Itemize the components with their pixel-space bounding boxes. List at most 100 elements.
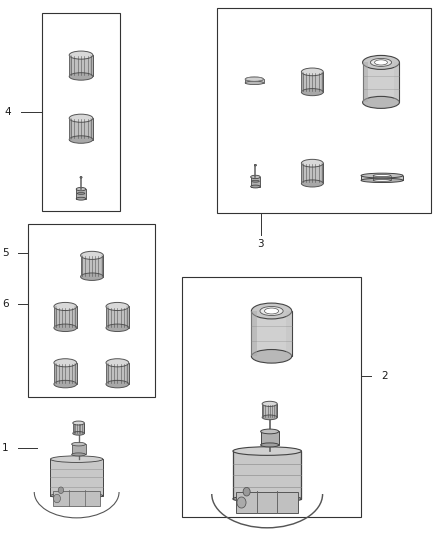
- Ellipse shape: [69, 136, 93, 143]
- Ellipse shape: [69, 72, 93, 80]
- Bar: [106, 306, 109, 328]
- Bar: [233, 451, 301, 499]
- Bar: [301, 72, 323, 92]
- Bar: [321, 72, 323, 92]
- Bar: [74, 363, 77, 384]
- Bar: [276, 404, 277, 417]
- Text: 5: 5: [2, 248, 9, 258]
- Text: 6: 6: [2, 299, 9, 309]
- Ellipse shape: [262, 401, 277, 407]
- Bar: [53, 491, 100, 506]
- Bar: [286, 311, 292, 356]
- Ellipse shape: [233, 447, 301, 455]
- Bar: [106, 363, 109, 384]
- Bar: [262, 404, 264, 417]
- Ellipse shape: [76, 188, 86, 191]
- Ellipse shape: [54, 324, 77, 332]
- Bar: [81, 255, 103, 277]
- Ellipse shape: [106, 381, 129, 388]
- Bar: [28, 224, 155, 397]
- Ellipse shape: [261, 443, 279, 447]
- Bar: [321, 163, 323, 183]
- Ellipse shape: [265, 308, 279, 314]
- Bar: [217, 8, 431, 213]
- Ellipse shape: [251, 303, 292, 319]
- Ellipse shape: [363, 55, 399, 69]
- Ellipse shape: [72, 453, 85, 456]
- Ellipse shape: [251, 185, 260, 188]
- Circle shape: [237, 497, 246, 508]
- Ellipse shape: [361, 173, 403, 178]
- Bar: [50, 459, 103, 496]
- Ellipse shape: [54, 302, 77, 311]
- Bar: [394, 62, 399, 102]
- Ellipse shape: [233, 495, 301, 503]
- Bar: [42, 13, 120, 211]
- Bar: [237, 492, 298, 513]
- Ellipse shape: [76, 197, 86, 200]
- Text: 2: 2: [381, 371, 388, 381]
- Ellipse shape: [262, 415, 277, 419]
- Bar: [90, 55, 93, 76]
- Ellipse shape: [245, 81, 264, 85]
- Bar: [69, 55, 72, 76]
- Bar: [262, 404, 277, 417]
- Bar: [73, 423, 74, 433]
- Ellipse shape: [373, 174, 391, 176]
- Ellipse shape: [50, 456, 103, 463]
- Ellipse shape: [373, 180, 391, 181]
- Bar: [73, 423, 85, 433]
- Bar: [106, 306, 129, 328]
- Ellipse shape: [254, 164, 257, 166]
- Ellipse shape: [261, 429, 279, 434]
- Ellipse shape: [69, 51, 93, 59]
- Bar: [301, 163, 304, 183]
- Bar: [106, 363, 129, 384]
- Bar: [206, 457, 328, 494]
- Bar: [251, 177, 260, 187]
- Bar: [363, 62, 399, 102]
- Ellipse shape: [54, 359, 77, 367]
- Bar: [182, 277, 361, 517]
- Bar: [363, 62, 368, 102]
- Bar: [90, 118, 93, 140]
- Ellipse shape: [73, 421, 85, 425]
- Circle shape: [58, 487, 64, 494]
- Ellipse shape: [361, 178, 403, 182]
- Text: 1: 1: [2, 443, 9, 453]
- Circle shape: [243, 487, 250, 496]
- Bar: [69, 118, 72, 140]
- Bar: [100, 255, 103, 277]
- Bar: [30, 464, 123, 492]
- Bar: [251, 311, 258, 356]
- Bar: [74, 306, 77, 328]
- Ellipse shape: [251, 175, 260, 179]
- Ellipse shape: [80, 176, 82, 178]
- Ellipse shape: [301, 68, 323, 76]
- Ellipse shape: [301, 159, 323, 167]
- Bar: [69, 55, 93, 76]
- Bar: [126, 363, 129, 384]
- Ellipse shape: [251, 180, 259, 182]
- Ellipse shape: [371, 59, 392, 67]
- Bar: [301, 163, 323, 183]
- Ellipse shape: [260, 306, 283, 316]
- Bar: [81, 255, 83, 277]
- Bar: [251, 311, 292, 356]
- Ellipse shape: [363, 96, 399, 108]
- Ellipse shape: [69, 114, 93, 122]
- Ellipse shape: [72, 442, 85, 446]
- Ellipse shape: [73, 432, 85, 435]
- Text: 4: 4: [4, 107, 11, 117]
- Bar: [361, 175, 403, 180]
- Ellipse shape: [77, 192, 85, 195]
- Ellipse shape: [106, 324, 129, 332]
- Bar: [72, 444, 85, 455]
- Bar: [54, 363, 57, 384]
- Ellipse shape: [374, 60, 388, 65]
- Ellipse shape: [106, 302, 129, 311]
- Circle shape: [53, 494, 60, 503]
- Bar: [126, 306, 129, 328]
- Ellipse shape: [54, 381, 77, 388]
- Ellipse shape: [81, 252, 103, 260]
